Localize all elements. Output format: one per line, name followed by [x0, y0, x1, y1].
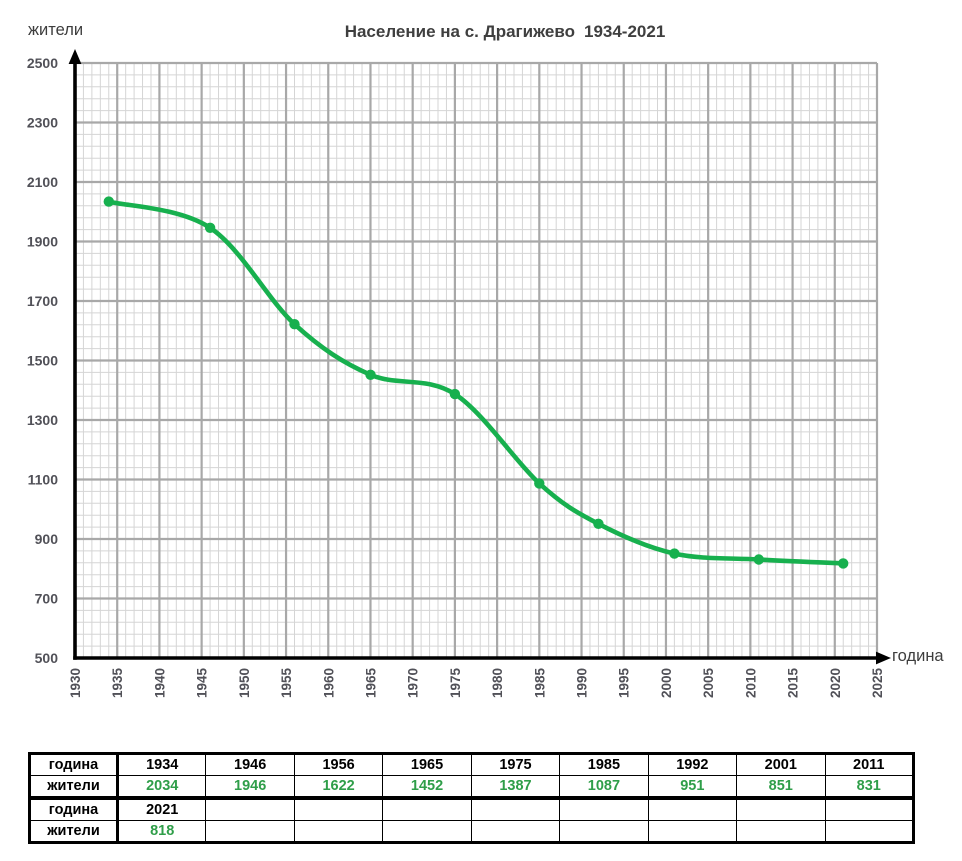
population-cell — [470, 820, 561, 843]
year-cell: 1992 — [647, 753, 738, 776]
x-tick-label: 1940 — [152, 668, 167, 698]
population-cell — [736, 820, 826, 843]
y-tick-label: 1900 — [27, 234, 58, 250]
data-point-marker — [534, 478, 545, 489]
data-table-top: година 1934 1946 1956 1965 1975 1985 1992 2001 20… — [28, 752, 915, 798]
x-tick-label: 1980 — [490, 668, 505, 698]
year-cell: 1985 — [559, 753, 649, 776]
y-tick-label: 2500 — [27, 55, 58, 71]
year-cell: 2001 — [736, 753, 826, 776]
population-cell: 2034 — [116, 775, 207, 798]
population-cell: 1087 — [559, 775, 649, 798]
population-cell: 951 — [647, 775, 738, 798]
y-tick-label: 1500 — [27, 353, 58, 369]
population-line — [106, 199, 846, 566]
x-axis-unit-label: година — [892, 647, 944, 665]
year-cell: 1946 — [205, 753, 295, 776]
row-header-cell: година — [29, 753, 119, 776]
x-tick-label: 1945 — [195, 668, 210, 699]
data-point-marker — [838, 558, 849, 569]
y-axis-unit-label: жители — [28, 21, 84, 39]
year-cell — [824, 798, 914, 821]
population-cell — [824, 820, 914, 843]
row-header-cell: година — [29, 798, 119, 821]
data-point-marker — [593, 518, 604, 529]
x-tick-label: 1930 — [68, 668, 83, 698]
population-cell — [559, 820, 649, 843]
population-cell: 1946 — [205, 775, 295, 798]
table-row: година 2021 — [29, 798, 914, 821]
y-tick-label: 1700 — [27, 293, 58, 309]
chart-title-main: Население на с. Драгижево — [344, 22, 575, 41]
x-tick-label: 1960 — [321, 668, 336, 698]
data-point-marker — [365, 369, 376, 380]
population-cell — [382, 820, 472, 843]
chart-title: Население на с. Драгижево 1934-2021 — [48, 22, 962, 42]
x-tick-label: 1995 — [617, 668, 632, 699]
data-point-marker — [289, 319, 300, 330]
population-cell: 1387 — [470, 775, 561, 798]
population-cell: 1452 — [382, 775, 472, 798]
x-tick-label: 2005 — [701, 668, 716, 699]
population-cell: 831 — [824, 775, 914, 798]
year-cell: 1965 — [382, 753, 472, 776]
x-tick-label: 2015 — [786, 668, 801, 699]
data-point-marker — [449, 388, 461, 400]
data-point-marker — [204, 222, 216, 233]
x-tick-label: 1965 — [363, 668, 378, 699]
x-tick-label: 2010 — [743, 668, 758, 698]
y-tick-label: 700 — [35, 591, 59, 607]
data-point-marker — [103, 196, 115, 207]
year-cell: 2021 — [116, 798, 207, 821]
population-cell: 851 — [736, 775, 826, 798]
population-cell: 1622 — [293, 775, 384, 798]
year-cell: 2011 — [824, 753, 914, 776]
y-axis-arrow — [68, 49, 82, 64]
data-table-bottom: година 2021 жители 818 — [28, 798, 915, 844]
x-tick-label: 1970 — [406, 668, 421, 698]
y-tick-label: 500 — [35, 650, 59, 666]
year-cell — [647, 798, 738, 821]
x-axis-arrow — [876, 651, 891, 665]
year-cell — [559, 798, 649, 821]
year-cell — [293, 798, 384, 821]
x-tick-label: 1955 — [279, 668, 294, 699]
x-tick-label: 1985 — [532, 668, 547, 699]
population-cell — [293, 820, 384, 843]
x-tick-label: 2025 — [870, 668, 885, 699]
data-tables: година 1934 1946 1956 1965 1975 1985 1992 2001 20… — [28, 752, 915, 844]
data-point-marker — [669, 548, 680, 559]
y-tick-label: 1100 — [28, 472, 59, 488]
year-cell — [382, 798, 472, 821]
data-point-marker — [753, 554, 764, 565]
table-row: жители 2034 1946 1622 1452 1387 1087 951 851 831 — [29, 775, 914, 798]
x-tick-label: 1935 — [110, 668, 125, 699]
population-cell — [205, 820, 295, 843]
x-tick-label: 1950 — [237, 668, 252, 698]
year-cell: 1975 — [470, 753, 561, 776]
year-cell — [736, 798, 826, 821]
x-tick-label: 1990 — [575, 668, 590, 698]
x-tick-label: 2000 — [659, 668, 674, 698]
y-tick-label: 1300 — [27, 412, 58, 428]
row-header-cell: жители — [29, 775, 119, 798]
year-cell: 1934 — [116, 753, 207, 776]
population-line-chart: 500 700 900 1100 1300 1500 1700 1900 2100 2300 250… — [27, 49, 891, 699]
year-cell — [205, 798, 295, 821]
y-tick-label: 900 — [35, 531, 59, 547]
y-tick-label: 2100 — [27, 174, 58, 190]
population-cell: 818 — [116, 820, 207, 843]
y-tick-label: 2300 — [27, 115, 58, 131]
table-row: жители 818 — [29, 820, 914, 843]
year-cell — [470, 798, 561, 821]
row-header-cell: жители — [29, 820, 119, 843]
chart-title-range: 1934-2021 — [583, 22, 666, 41]
year-cell: 1956 — [293, 753, 384, 776]
x-tick-label: 2020 — [828, 668, 843, 698]
x-tick-label: 1975 — [448, 668, 463, 699]
table-row: година 1934 1946 1956 1965 1975 1985 1992 2001 20… — [29, 753, 914, 776]
population-cell — [647, 820, 738, 843]
